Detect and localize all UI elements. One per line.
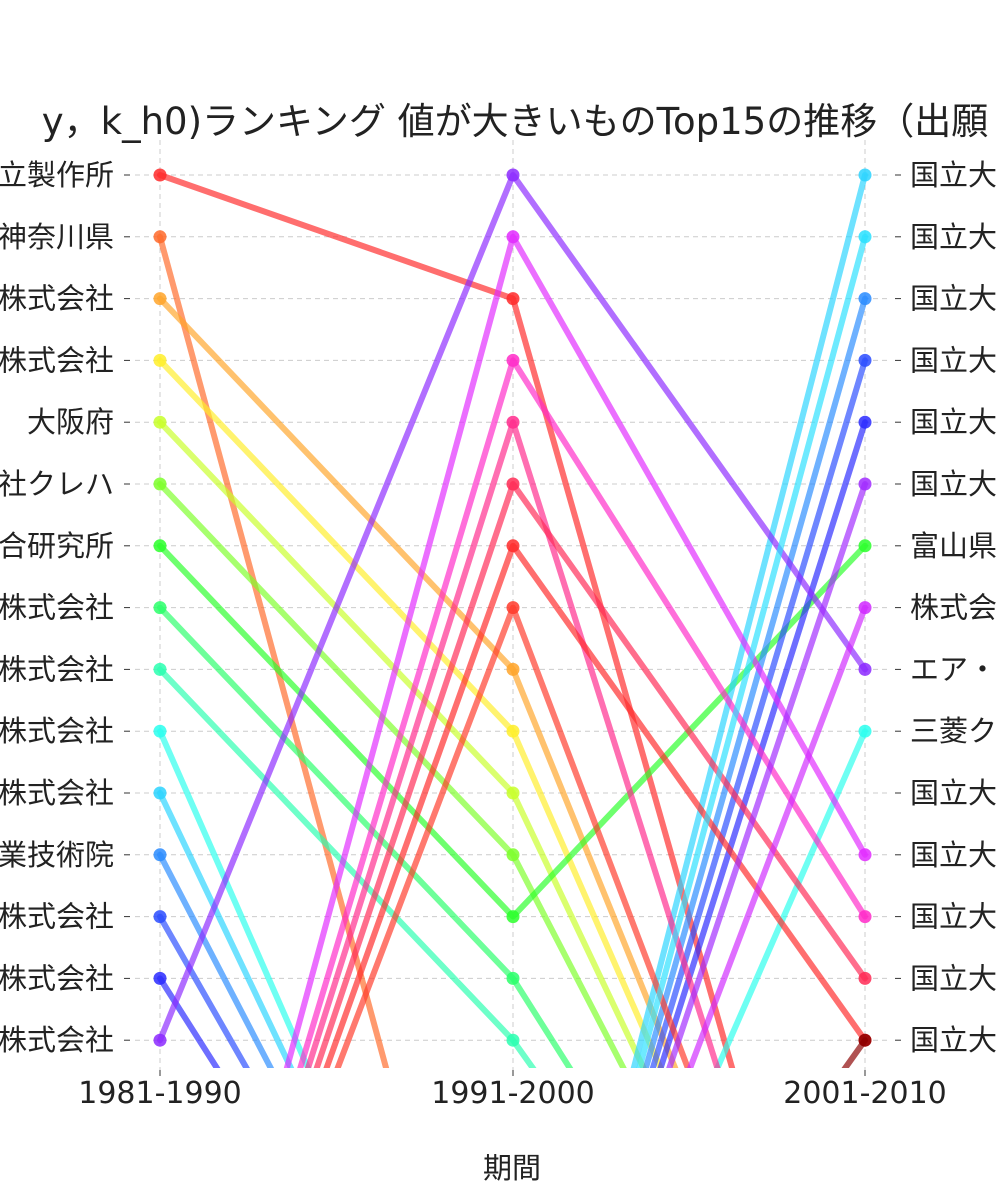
y-tick-label-right: 国立大	[910, 158, 997, 192]
data-point-s15	[153, 1033, 167, 1047]
data-point-s05	[506, 786, 520, 800]
data-point-s01	[506, 292, 520, 306]
data-point-s07	[506, 910, 520, 924]
data-point-s24	[858, 601, 872, 615]
data-point-s18	[506, 415, 520, 429]
data-point-s08	[153, 601, 167, 615]
data-point-s11	[153, 786, 167, 800]
x-tick-label: 1991-2000	[431, 1076, 595, 1111]
x-axis-label: 期間	[483, 1151, 541, 1185]
series-line-s11	[157, 172, 868, 1068]
data-point-s04	[506, 724, 520, 738]
y-tick-label-right: 株式会	[910, 591, 997, 625]
series-line-s08	[157, 604, 574, 1068]
data-point-s14	[153, 971, 167, 985]
data-point-s19	[858, 971, 872, 985]
series-line-s22	[636, 233, 868, 1068]
data-point-s11	[858, 168, 872, 182]
data-point-s05	[153, 415, 167, 429]
data-point-s10	[858, 724, 872, 738]
series-line-s14	[157, 419, 868, 1068]
data-point-s04	[153, 353, 167, 367]
data-point-s13	[858, 353, 872, 367]
data-point-s09	[506, 1033, 520, 1047]
series-line-s24	[686, 604, 868, 1068]
data-point-s19	[506, 477, 520, 491]
data-point-s01	[153, 168, 167, 182]
series-line-s13	[157, 357, 868, 1068]
x-tick-label: 1981-1990	[78, 1076, 242, 1111]
series-layer	[153, 168, 872, 1068]
y-tick-label-right: 国立大	[910, 838, 997, 872]
y-tick-label-left: 神奈川県	[0, 220, 114, 254]
y-tick-label-left: 株式会社	[0, 282, 114, 316]
data-point-s21	[506, 601, 520, 615]
data-point-s12	[153, 848, 167, 862]
series-line-s23	[666, 481, 868, 1068]
data-point-s13	[153, 910, 167, 924]
data-point-s16	[506, 230, 520, 244]
data-point-s07	[153, 539, 167, 553]
data-point-s15	[506, 168, 520, 182]
y-tick-label-left: 株式会社	[0, 1023, 114, 1057]
y-tick-label-left: 株式会社	[0, 961, 114, 995]
y-tick-label-right: 国立大	[910, 343, 997, 377]
data-point-s15	[858, 662, 872, 676]
series-line-s12	[157, 295, 868, 1068]
y-tick-label-right: 国立大	[910, 467, 997, 501]
y-tick-label-right: 国立大	[910, 1023, 997, 1057]
data-point-s02	[153, 230, 167, 244]
y-tick-label-right: 国立大	[910, 776, 997, 810]
y-tick-label-right: 三菱ク	[910, 714, 997, 748]
data-point-s06	[506, 848, 520, 862]
y-tick-label-left: 大阪府	[27, 405, 114, 439]
y-tick-label-left: 株式会社	[0, 900, 114, 934]
data-point-s23	[858, 477, 872, 491]
data-point-s03	[506, 662, 520, 676]
data-point-s22	[858, 230, 872, 244]
y-tick-label-left: 株式会社	[0, 591, 114, 625]
y-tick-label-right: 富山県	[910, 529, 997, 563]
y-tick-label-left: 株式会社	[0, 343, 114, 377]
data-point-s12	[858, 292, 872, 306]
y-tick-label-right: 国立大	[910, 220, 997, 254]
data-point-s09	[153, 662, 167, 676]
data-point-s16	[858, 848, 872, 862]
data-point-s14	[858, 415, 872, 429]
data-point-s06	[153, 477, 167, 491]
data-point-s08	[506, 971, 520, 985]
y-tick-label-left: 社クレハ	[0, 467, 114, 501]
data-point-s17	[506, 353, 520, 367]
data-point-s20	[506, 539, 520, 553]
y-tick-label-right: 国立大	[910, 961, 997, 995]
y-tick-label-right: 国立大	[910, 900, 997, 934]
y-tick-label-right: 国立大	[910, 405, 997, 439]
data-point-s25	[858, 1033, 872, 1047]
y-tick-label-right: エア・	[910, 652, 997, 686]
x-tick-label: 2001-2010	[783, 1076, 947, 1111]
data-point-s10	[153, 724, 167, 738]
chart-title: y，k_h0)ランキング 値が大きいものTop15の推移（出願	[42, 100, 988, 143]
y-tick-label-right: 国立大	[910, 282, 997, 316]
y-tick-label-left: 業技術院	[0, 838, 114, 872]
y-tick-label-left: 株式会社	[0, 776, 114, 810]
y-tick-label-left: 株式会社	[0, 714, 114, 748]
data-point-s17	[858, 910, 872, 924]
data-point-s03	[153, 292, 167, 306]
data-point-s07	[858, 539, 872, 553]
series-line-s10	[157, 728, 868, 1068]
y-tick-label-left: 立製作所	[0, 158, 114, 192]
y-tick-label-left: 合研究所	[0, 529, 114, 563]
series-line-s21	[334, 604, 692, 1068]
y-tick-label-left: 株式会社	[0, 652, 114, 686]
